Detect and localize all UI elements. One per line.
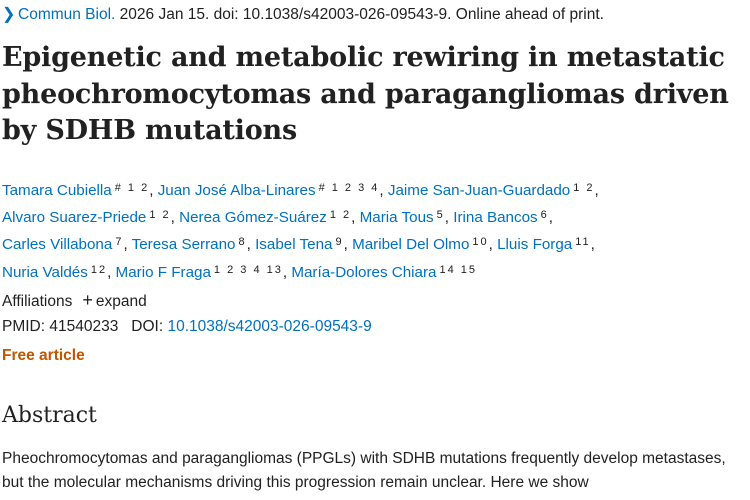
chevron-right-icon[interactable]: ❯ xyxy=(2,6,16,23)
author-separator: , xyxy=(123,236,128,254)
author-item: Maria Tous 5, xyxy=(360,209,449,226)
free-article-badge: Free article xyxy=(2,347,85,364)
author-separator: , xyxy=(343,236,348,254)
author-link[interactable]: Mario F Fraga xyxy=(115,263,211,281)
author-affiliation-refs[interactable]: 9 xyxy=(335,236,344,249)
abstract-heading: Abstract xyxy=(2,403,97,428)
author-item: Alvaro Suarez-Priede 1 2, xyxy=(2,209,175,226)
author-item: Mario F Fraga 1 2 3 4 13, xyxy=(116,264,288,281)
author-affiliation-refs[interactable]: 14 15 xyxy=(439,263,478,276)
author-affiliation-refs[interactable]: # 1 2 xyxy=(114,182,150,194)
author-item: Nuria Valdés 12, xyxy=(2,264,111,281)
author-item: Isabel Tena 9, xyxy=(255,236,348,253)
article-title: Epigenetic and metabolic rewiring in met… xyxy=(2,42,729,146)
author-separator: , xyxy=(548,209,553,227)
pmid-value: 41540233 xyxy=(49,318,119,335)
author-separator: , xyxy=(379,182,384,199)
author-affiliation-refs[interactable]: 1 2 xyxy=(573,182,595,194)
doi-label: DOI: xyxy=(131,318,164,335)
citation-details: 2026 Jan 15. doi: 10.1038/s42003-026-095… xyxy=(119,6,604,23)
plus-icon[interactable]: + xyxy=(82,290,93,310)
author-separator: , xyxy=(594,182,599,199)
author-item: María-Dolores Chiara 14 15 xyxy=(291,264,477,281)
author-item: Jaime San-Juan-Guardado 1 2, xyxy=(388,182,599,199)
author-separator: , xyxy=(246,236,251,254)
author-link[interactable]: Teresa Serrano xyxy=(131,236,236,254)
author-link[interactable]: Juan José Alba-Linares xyxy=(157,182,316,199)
pmid-label: PMID: xyxy=(2,318,46,335)
author-affiliation-refs[interactable]: 5 xyxy=(436,209,445,222)
author-link[interactable]: Maribel Del Olmo xyxy=(352,236,470,254)
author-affiliation-refs[interactable]: 12 xyxy=(90,263,108,276)
author-item: Juan José Alba-Linares # 1 2 3 4, xyxy=(158,182,384,199)
author-affiliation-refs[interactable]: 1 2 xyxy=(149,209,171,222)
author-separator: , xyxy=(107,263,112,281)
affiliations-label: Affiliations xyxy=(2,293,73,310)
author-item: Teresa Serrano 8, xyxy=(132,236,251,253)
doi-link[interactable]: 10.1038/s42003-026-09543-9 xyxy=(167,318,372,335)
article-identifiers: PMID: 41540233 DOI: 10.1038/s42003-026-0… xyxy=(2,318,372,336)
author-item: Irina Bancos 6, xyxy=(453,209,553,226)
author-separator: , xyxy=(149,182,154,199)
author-affiliation-refs[interactable]: 8 xyxy=(238,236,247,249)
author-link[interactable]: Nuria Valdés xyxy=(2,263,88,281)
author-separator: , xyxy=(351,209,356,227)
author-link[interactable]: Carles Villabona xyxy=(2,236,113,254)
author-link[interactable]: Alvaro Suarez-Priede xyxy=(2,209,147,227)
author-link[interactable]: María-Dolores Chiara xyxy=(291,263,437,281)
citation-line: ❯ Commun Biol. 2026 Jan 15. doi: 10.1038/… xyxy=(2,4,604,24)
author-link[interactable]: Jaime San-Juan-Guardado xyxy=(387,182,571,199)
author-affiliation-refs[interactable]: 6 xyxy=(540,209,549,222)
author-separator: , xyxy=(444,209,449,227)
author-link[interactable]: Tamara Cubiella xyxy=(2,182,112,199)
author-separator: , xyxy=(488,236,493,254)
abstract-text: Pheochromocytomas and paragangliomas (PP… xyxy=(2,450,726,491)
author-link[interactable]: Irina Bancos xyxy=(453,209,538,227)
authors-list: Tamara Cubiella # 1 2, Juan José Alba-Lin… xyxy=(2,176,742,285)
expand-label[interactable]: expand xyxy=(95,293,147,310)
author-affiliation-refs[interactable]: 1 2 3 4 13 xyxy=(213,263,283,276)
author-item: Tamara Cubiella # 1 2, xyxy=(2,182,153,199)
author-item: Maribel Del Olmo 10, xyxy=(352,236,493,253)
journal-link[interactable]: Commun Biol. xyxy=(18,6,116,23)
author-link[interactable]: Maria Tous xyxy=(359,209,434,227)
author-link[interactable]: Isabel Tena xyxy=(255,236,333,254)
author-separator: , xyxy=(282,263,288,281)
author-affiliation-refs[interactable]: 7 xyxy=(115,236,124,249)
author-separator: , xyxy=(170,209,175,227)
author-affiliation-refs[interactable]: 10 xyxy=(472,236,489,249)
affiliations-toggle[interactable]: Affiliations + expand xyxy=(2,290,147,311)
author-link[interactable]: Nerea Gómez-Suárez xyxy=(179,209,327,227)
author-item: Carles Villabona 7, xyxy=(2,236,128,253)
author-link[interactable]: Lluis Forga xyxy=(497,236,573,254)
author-separator: , xyxy=(590,236,595,254)
author-affiliation-refs[interactable]: 1 2 xyxy=(329,209,352,222)
author-affiliation-refs[interactable]: # 1 2 3 4 xyxy=(318,182,380,194)
author-item: Nerea Gómez-Suárez 1 2, xyxy=(179,209,355,226)
author-item: Lluis Forga 11, xyxy=(497,236,595,253)
author-affiliation-refs[interactable]: 11 xyxy=(575,236,591,249)
